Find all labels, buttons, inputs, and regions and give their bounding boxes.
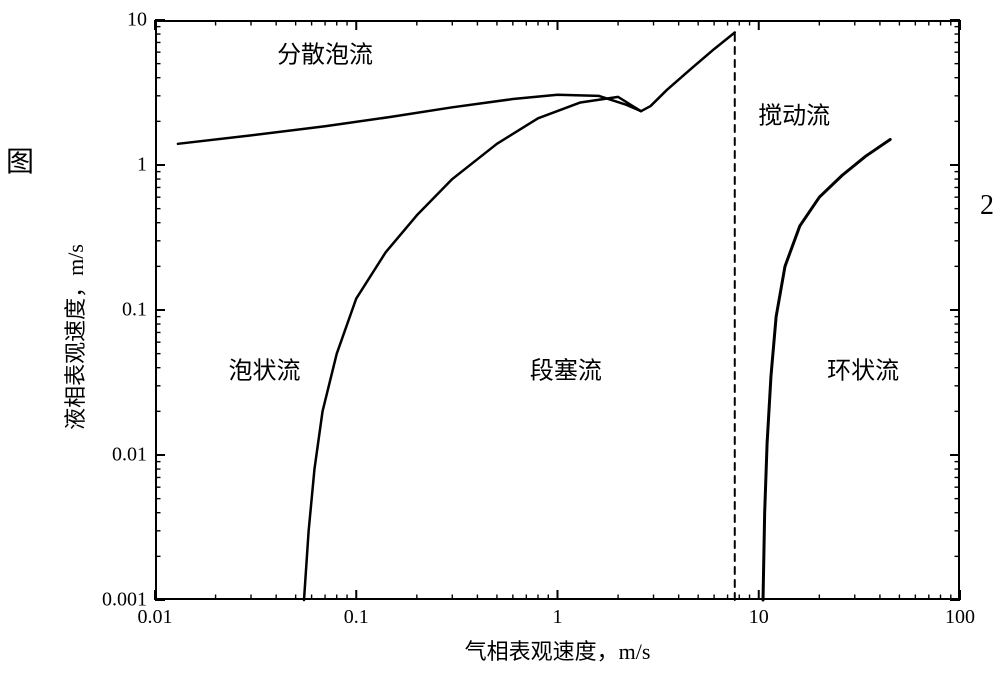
y-tick-label: 1 xyxy=(137,154,147,177)
plot-svg xyxy=(0,0,1000,674)
y-tick-label: 0.001 xyxy=(102,589,147,612)
y-tick-label: 10 xyxy=(127,9,147,32)
y-tick-label: 0.01 xyxy=(112,444,147,467)
region-label-annular: 环状流 xyxy=(827,350,899,385)
curve-bubbly-slug-boundary xyxy=(304,97,641,600)
chart-root: 图 2 液相表观速度，m/s 分散泡流泡状流段塞流搅动流环状流 0.010.11… xyxy=(0,0,1000,674)
x-tick-label: 1 xyxy=(553,606,563,629)
curve-upper-curve xyxy=(178,32,735,143)
region-label-dispersed-bubble: 分散泡流 xyxy=(277,35,373,70)
region-label-bubbly: 泡状流 xyxy=(228,350,300,385)
x-tick-label: 0.1 xyxy=(344,606,369,629)
region-label-slug: 段塞流 xyxy=(530,350,602,385)
x-tick-label: 100 xyxy=(945,606,975,629)
region-label-churn: 搅动流 xyxy=(758,95,830,130)
x-tick-label: 10 xyxy=(749,606,769,629)
x-axis-title: 气相表观速度，m/s xyxy=(155,634,960,666)
y-tick-label: 0.1 xyxy=(122,299,147,322)
